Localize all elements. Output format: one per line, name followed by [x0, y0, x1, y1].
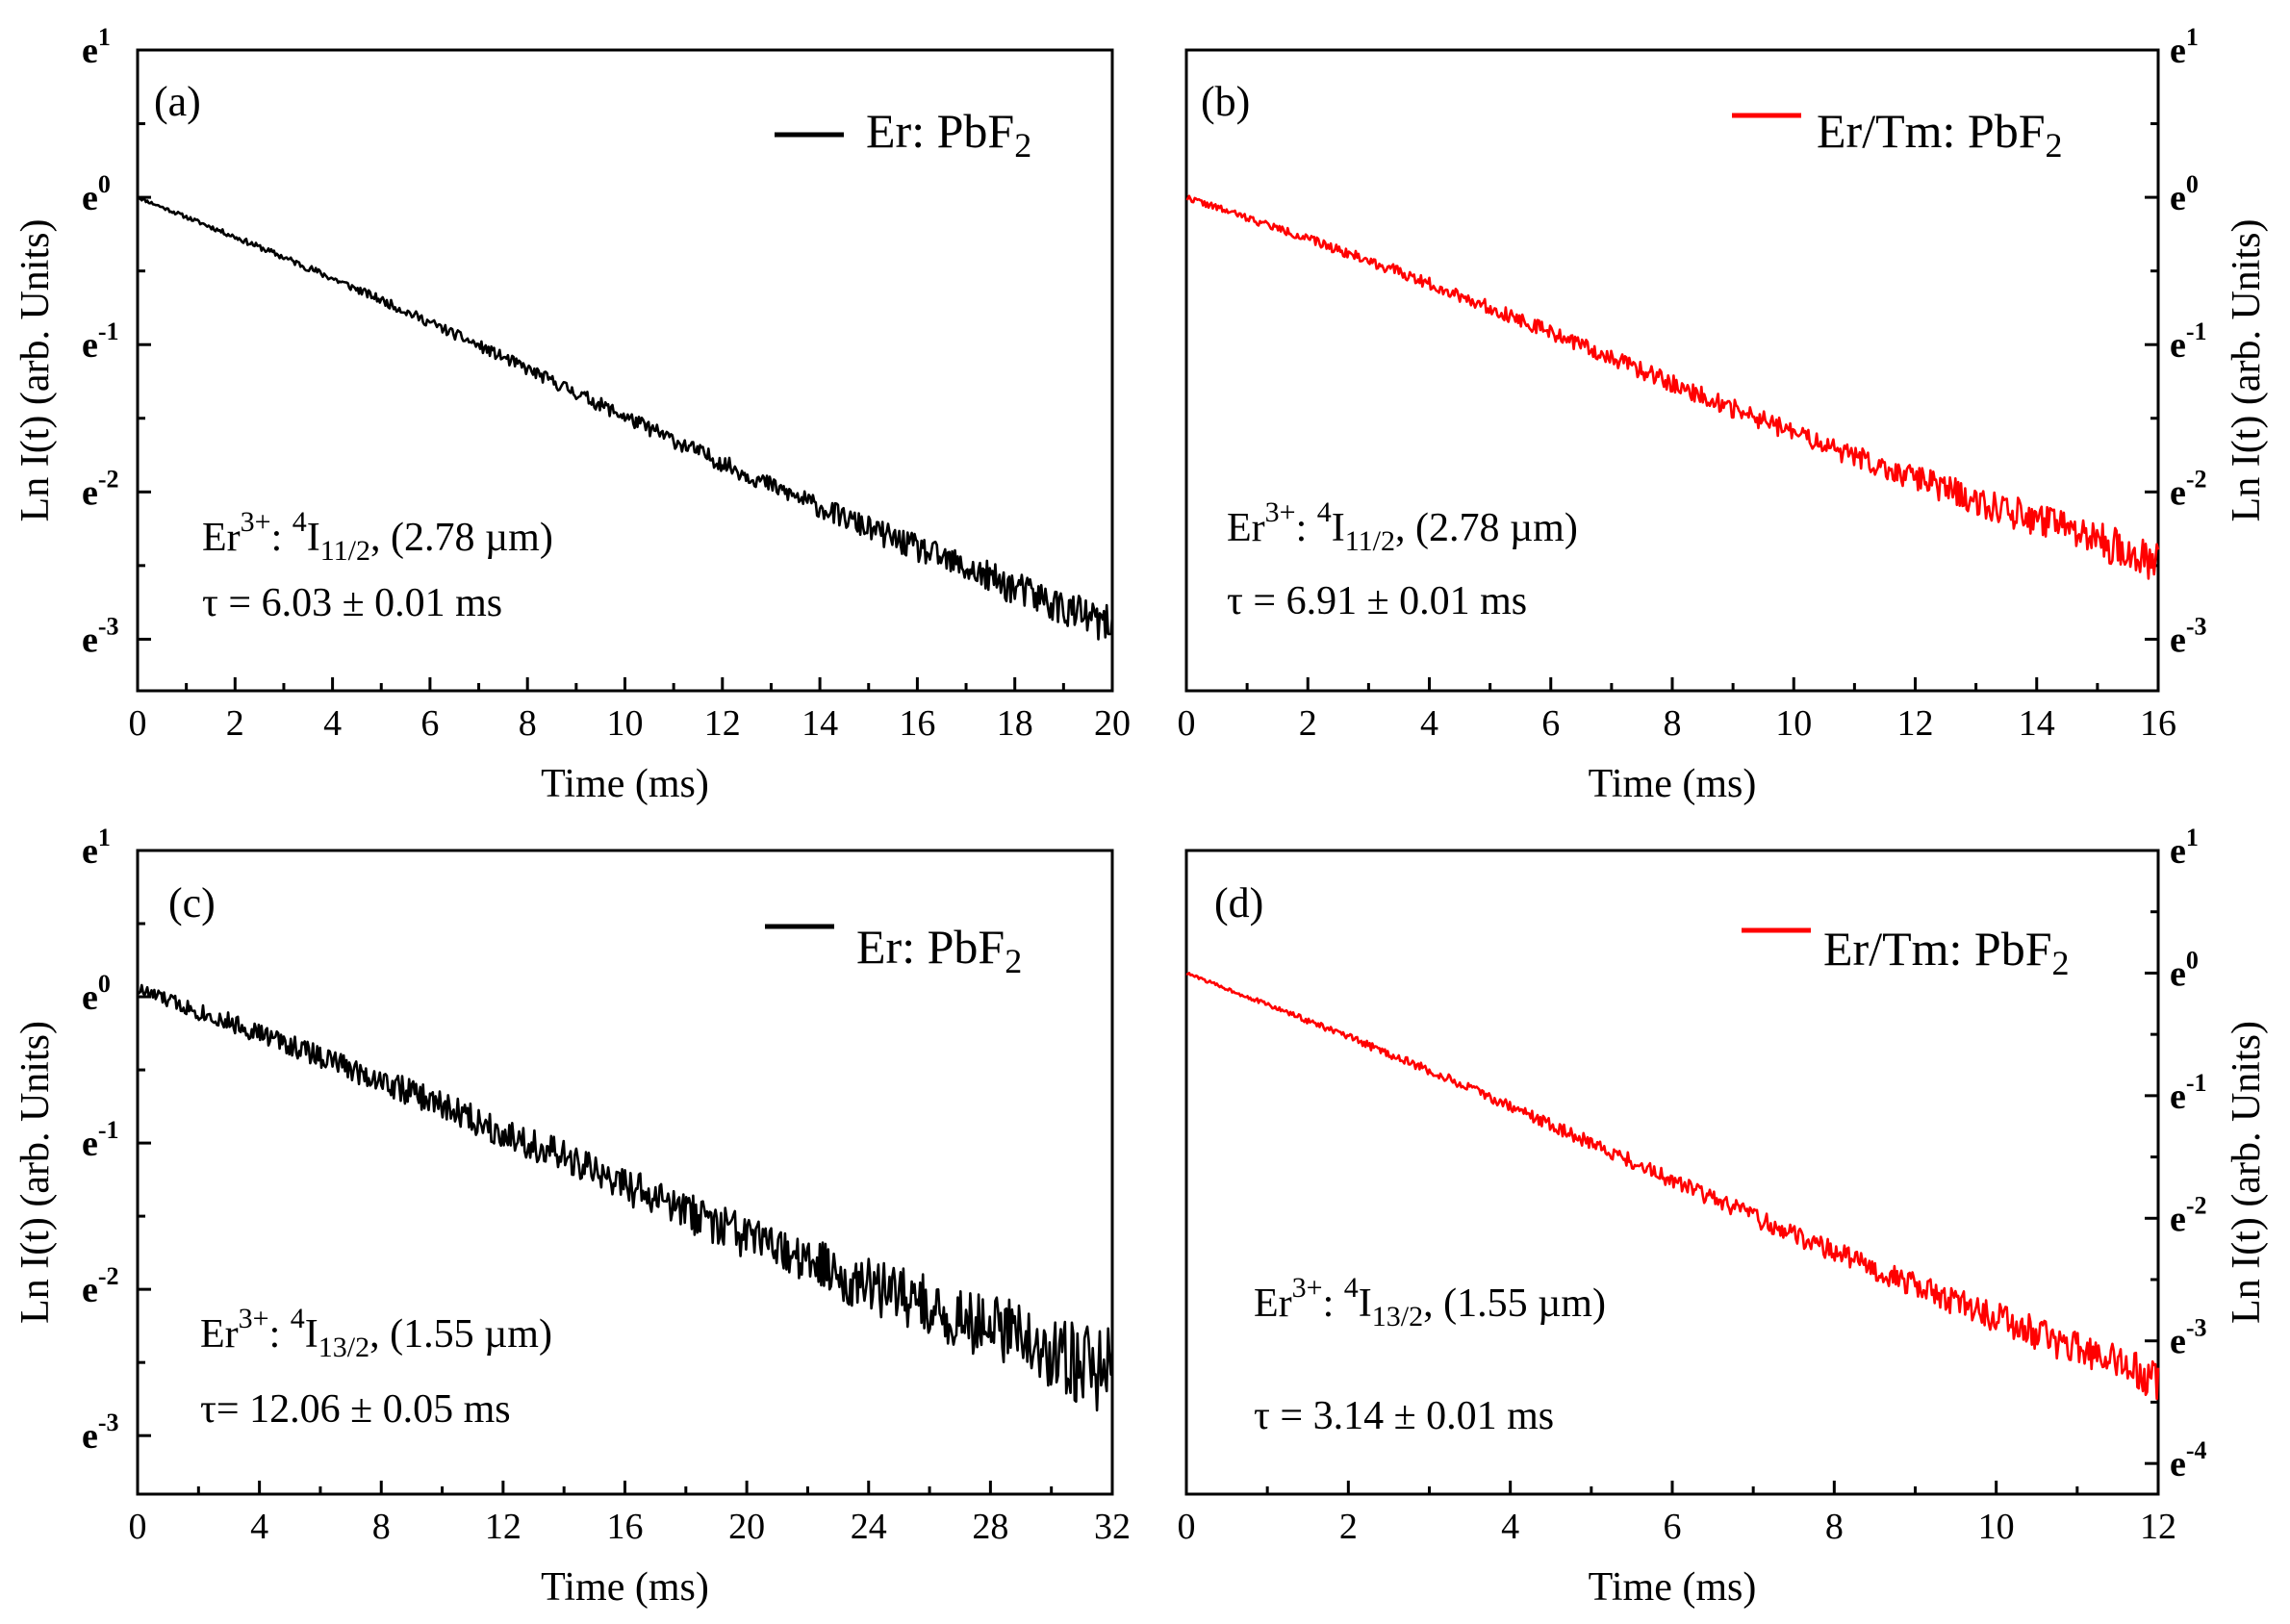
x-tick-label: 14 — [802, 703, 838, 744]
x-tick-label: 10 — [607, 703, 644, 744]
x-tick-label: 20 — [728, 1507, 765, 1547]
x-tick-label: 28 — [972, 1507, 1008, 1547]
x-tick-label: 12 — [1897, 703, 1934, 744]
decay-series-line — [137, 983, 1114, 1412]
x-axis-title: Time (ms) — [1589, 1565, 1757, 1610]
x-tick-label: 8 — [519, 703, 537, 744]
y-tick-label: e-3 — [2170, 1314, 2207, 1362]
x-axis-title: Time (ms) — [541, 1565, 709, 1610]
transition-annotation: Er3+: 4I13/2, (1.55 µm) — [200, 1303, 552, 1363]
x-tick-label: 8 — [1664, 703, 1682, 744]
panel-d: 0 2 4 6 8 10 12 e1 e0 e-1 e-2 e-3 e-4 Time (ms) Ln I(t… — [1178, 824, 2270, 1610]
x-tick-label: 10 — [1978, 1507, 2015, 1547]
legend-label: Er: PbF2 — [856, 920, 1022, 980]
legend-label: Er: PbF2 — [866, 104, 1031, 165]
panel-label: (c) — [168, 879, 216, 926]
y-tick-label: e-2 — [82, 1262, 119, 1310]
x-tick-label: 4 — [250, 1507, 268, 1547]
x-tick-label: 0 — [129, 703, 147, 744]
y-axis-title: Ln I(t) (arb. Units) — [2225, 1021, 2269, 1324]
x-tick-label: 24 — [851, 1507, 887, 1547]
y-tick-label: e0 — [82, 170, 111, 218]
x-tick-label: 12 — [704, 703, 741, 744]
y-axis-title: Ln I(t) (arb. Units) — [13, 219, 58, 522]
y-tick-label: e-1 — [2170, 1069, 2207, 1117]
lifetime-annotation: τ= 12.06 ± 0.05 ms — [200, 1387, 511, 1432]
x-tick-label: 0 — [129, 1507, 147, 1547]
y-tick-label: e-1 — [82, 317, 119, 366]
y-tick-label: e-2 — [2170, 465, 2207, 513]
panel-label: (b) — [1201, 78, 1250, 125]
y-tick-label: e1 — [2170, 824, 2199, 872]
legend-label: Er/Tm: PbF2 — [1817, 104, 2063, 165]
x-tick-label: 8 — [372, 1507, 391, 1547]
transition-annotation: Er3+: 4I13/2, (1.55 µm) — [1254, 1272, 1606, 1332]
transition-annotation: Er3+: 4I11/2, (2.78 µm) — [1227, 496, 1578, 557]
x-tick-label: 4 — [1420, 703, 1438, 744]
decay-series-line — [137, 196, 1114, 641]
x-tick-label: 8 — [1825, 1507, 1844, 1547]
decay-series-line — [1185, 972, 2160, 1401]
panel-b: 0 2 4 6 8 10 12 14 16 e1 e0 e-1 e-2 e-3 Time (ms) Ln I(… — [1178, 23, 2270, 806]
y-tick-label: e-1 — [2170, 317, 2207, 366]
x-tick-label: 12 — [2140, 1507, 2176, 1547]
x-tick-label: 16 — [607, 1507, 644, 1547]
y-tick-label: e0 — [2170, 946, 2199, 994]
lifetime-annotation: τ = 6.91 ± 0.01 ms — [1227, 579, 1527, 623]
y-tick-label: e-3 — [82, 612, 119, 660]
lifetime-annotation: τ = 6.03 ± 0.01 ms — [202, 581, 502, 625]
y-tick-label: e1 — [82, 824, 111, 872]
x-tick-label: 0 — [1178, 1507, 1196, 1547]
x-tick-label: 14 — [2019, 703, 2055, 744]
lifetime-annotation: τ = 3.14 ± 0.01 ms — [1254, 1394, 1554, 1438]
x-tick-label: 2 — [226, 703, 244, 744]
x-axis-title: Time (ms) — [1589, 762, 1757, 806]
y-tick-label: e-2 — [82, 465, 119, 513]
y-tick-label: e0 — [2170, 170, 2199, 218]
x-tick-label: 10 — [1775, 703, 1812, 744]
x-tick-label: 4 — [1501, 1507, 1519, 1547]
x-tick-label: 12 — [485, 1507, 522, 1547]
x-axis-title: Time (ms) — [541, 762, 709, 806]
x-tick-label: 4 — [323, 703, 342, 744]
y-tick-label: e1 — [82, 23, 111, 71]
legend-label: Er/Tm: PbF2 — [1823, 922, 2070, 982]
y-tick-label: e-3 — [2170, 612, 2207, 660]
y-axis-title: Ln I(t) (arb. Units) — [2225, 219, 2269, 522]
y-tick-label: e0 — [82, 970, 111, 1018]
y-tick-label: e-4 — [2170, 1436, 2207, 1484]
x-tick-label: 6 — [1664, 1507, 1682, 1547]
x-tick-label: 6 — [420, 703, 439, 744]
x-tick-label: 6 — [1541, 703, 1560, 744]
panel-a: 0 2 4 6 8 10 12 14 16 18 20 e1 e0 e-1 e-2 e-3 Time (ms) L… — [13, 23, 1131, 806]
x-tick-label: 20 — [1094, 703, 1131, 744]
panel-label: (a) — [154, 78, 201, 125]
panel-c: 0 4 8 12 16 20 24 28 32 e1 e0 e-1 e-2 e-3 Time (ms) Ln … — [13, 824, 1131, 1610]
y-tick-label: e-3 — [82, 1408, 119, 1457]
y-tick-label: e-2 — [2170, 1191, 2207, 1239]
y-tick-label: e1 — [2170, 23, 2199, 71]
x-tick-label: 16 — [2140, 703, 2176, 744]
y-axis-title: Ln I(t) (arb. Units) — [13, 1021, 58, 1324]
x-tick-label: 2 — [1299, 703, 1317, 744]
transition-annotation: Er3+: 4I11/2, (2.78 µm) — [202, 506, 553, 567]
panel-label: (d) — [1214, 879, 1263, 926]
x-tick-label: 16 — [899, 703, 935, 744]
y-tick-label: e-1 — [82, 1116, 119, 1164]
x-tick-label: 2 — [1339, 1507, 1358, 1547]
decay-series-line — [1185, 194, 2160, 580]
x-tick-label: 32 — [1094, 1507, 1131, 1547]
x-tick-label: 0 — [1178, 703, 1196, 744]
x-tick-label: 18 — [997, 703, 1033, 744]
